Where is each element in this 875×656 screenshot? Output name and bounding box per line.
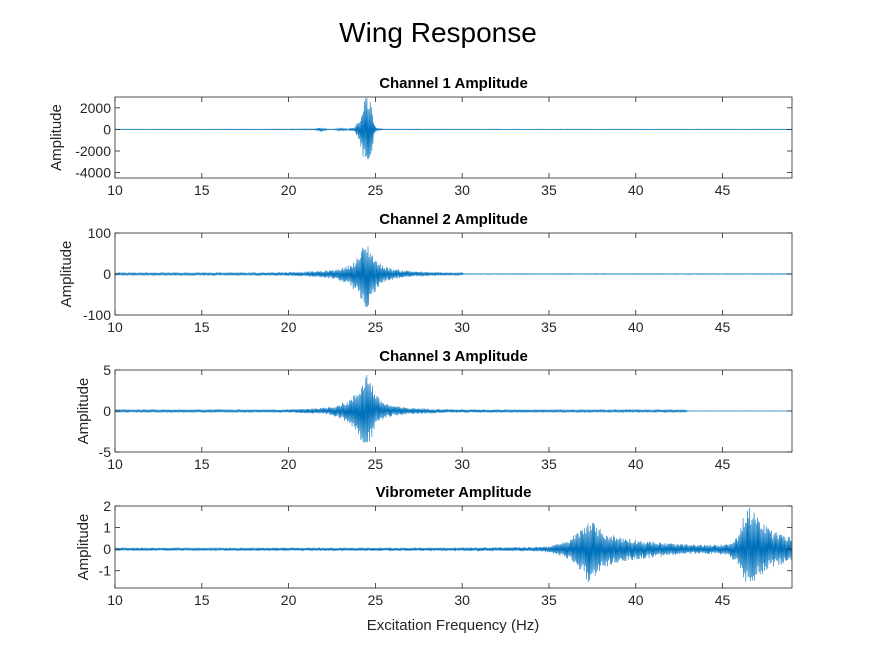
x-tick-label: 10: [107, 456, 123, 472]
x-tick-label: 45: [715, 592, 731, 608]
y-tick-label: -4000: [75, 165, 111, 181]
x-tick-label: 20: [281, 182, 297, 198]
y-axis-label: Amplitude: [48, 104, 65, 171]
subplot-4: Vibrometer Amplitude 10 15 20 25 30 35 40 45 -1 0 1…: [75, 484, 793, 608]
x-tick-label: 15: [194, 319, 210, 335]
y-tick-label: 100: [88, 225, 112, 241]
subplot-title: Channel 2 Amplitude: [379, 211, 528, 228]
signal-trace: [115, 97, 792, 159]
x-tick-label: 25: [368, 319, 384, 335]
x-tick-label: 45: [715, 319, 731, 335]
x-tick-label: 20: [281, 456, 297, 472]
subplot-1: Channel 1 Amplitude 10 15 20 25 30 35 40 45 -4000…: [48, 75, 793, 198]
x-tick-label: 40: [628, 182, 644, 198]
y-tick-label: 2000: [80, 100, 111, 116]
x-tick-label: 30: [454, 592, 470, 608]
x-tick-label: 40: [628, 456, 644, 472]
x-tick-label: 25: [368, 592, 384, 608]
y-tick-label: 0: [103, 266, 111, 282]
y-tick-label: 0: [103, 541, 111, 557]
y-tick-label: 2: [103, 498, 111, 514]
x-tick-label: 30: [454, 182, 470, 198]
x-tick-label: 20: [281, 592, 297, 608]
signal-trace: [115, 507, 792, 583]
x-tick-label: 15: [194, 456, 210, 472]
x-tick-label: 45: [715, 182, 731, 198]
y-tick-label: -1: [99, 563, 112, 579]
x-axis-label: Excitation Frequency (Hz): [367, 617, 540, 634]
x-tick-label: 35: [541, 592, 557, 608]
x-tick-label: 40: [628, 592, 644, 608]
axes-box: [114, 505, 793, 589]
subplot-3: Channel 3 Amplitude 10 15 20 25 30 35 40 45 -5 0 5A…: [75, 348, 793, 472]
y-axis-label: Amplitude: [58, 241, 75, 308]
signal-trace: [115, 246, 792, 307]
x-tick-label: 25: [368, 182, 384, 198]
subplot-2: Channel 2 Amplitude 10 15 20 25 30 35 40 45 -100 0…: [58, 211, 793, 335]
x-tick-label: 45: [715, 456, 731, 472]
figure-title: Wing Response: [339, 17, 537, 48]
x-tick-label: 35: [541, 319, 557, 335]
x-tick-label: 35: [541, 182, 557, 198]
y-tick-label: 1: [103, 520, 111, 536]
x-tick-label: 20: [281, 319, 297, 335]
y-tick-label: -100: [83, 307, 111, 323]
x-tick-label: 30: [454, 319, 470, 335]
x-tick-label: 30: [454, 456, 470, 472]
subplot-title: Channel 3 Amplitude: [379, 348, 528, 365]
axes-box: [114, 96, 793, 179]
signal-trace: [115, 375, 792, 443]
y-tick-label: 5: [103, 362, 111, 378]
x-tick-label: 10: [107, 182, 123, 198]
x-tick-label: 25: [368, 456, 384, 472]
y-tick-label: 0: [103, 121, 111, 137]
subplot-title: Vibrometer Amplitude: [376, 484, 532, 501]
x-tick-label: 35: [541, 456, 557, 472]
x-tick-label: 10: [107, 319, 123, 335]
y-axis-label: Amplitude: [75, 514, 92, 581]
y-axis-label: Amplitude: [75, 378, 92, 445]
x-tick-label: 15: [194, 182, 210, 198]
x-tick-label: 15: [194, 592, 210, 608]
subplot-title: Channel 1 Amplitude: [379, 75, 528, 92]
x-tick-label: 10: [107, 592, 123, 608]
x-tick-label: 40: [628, 319, 644, 335]
y-tick-label: -5: [99, 444, 112, 460]
y-tick-label: -2000: [75, 143, 111, 159]
y-tick-label: 0: [103, 403, 111, 419]
